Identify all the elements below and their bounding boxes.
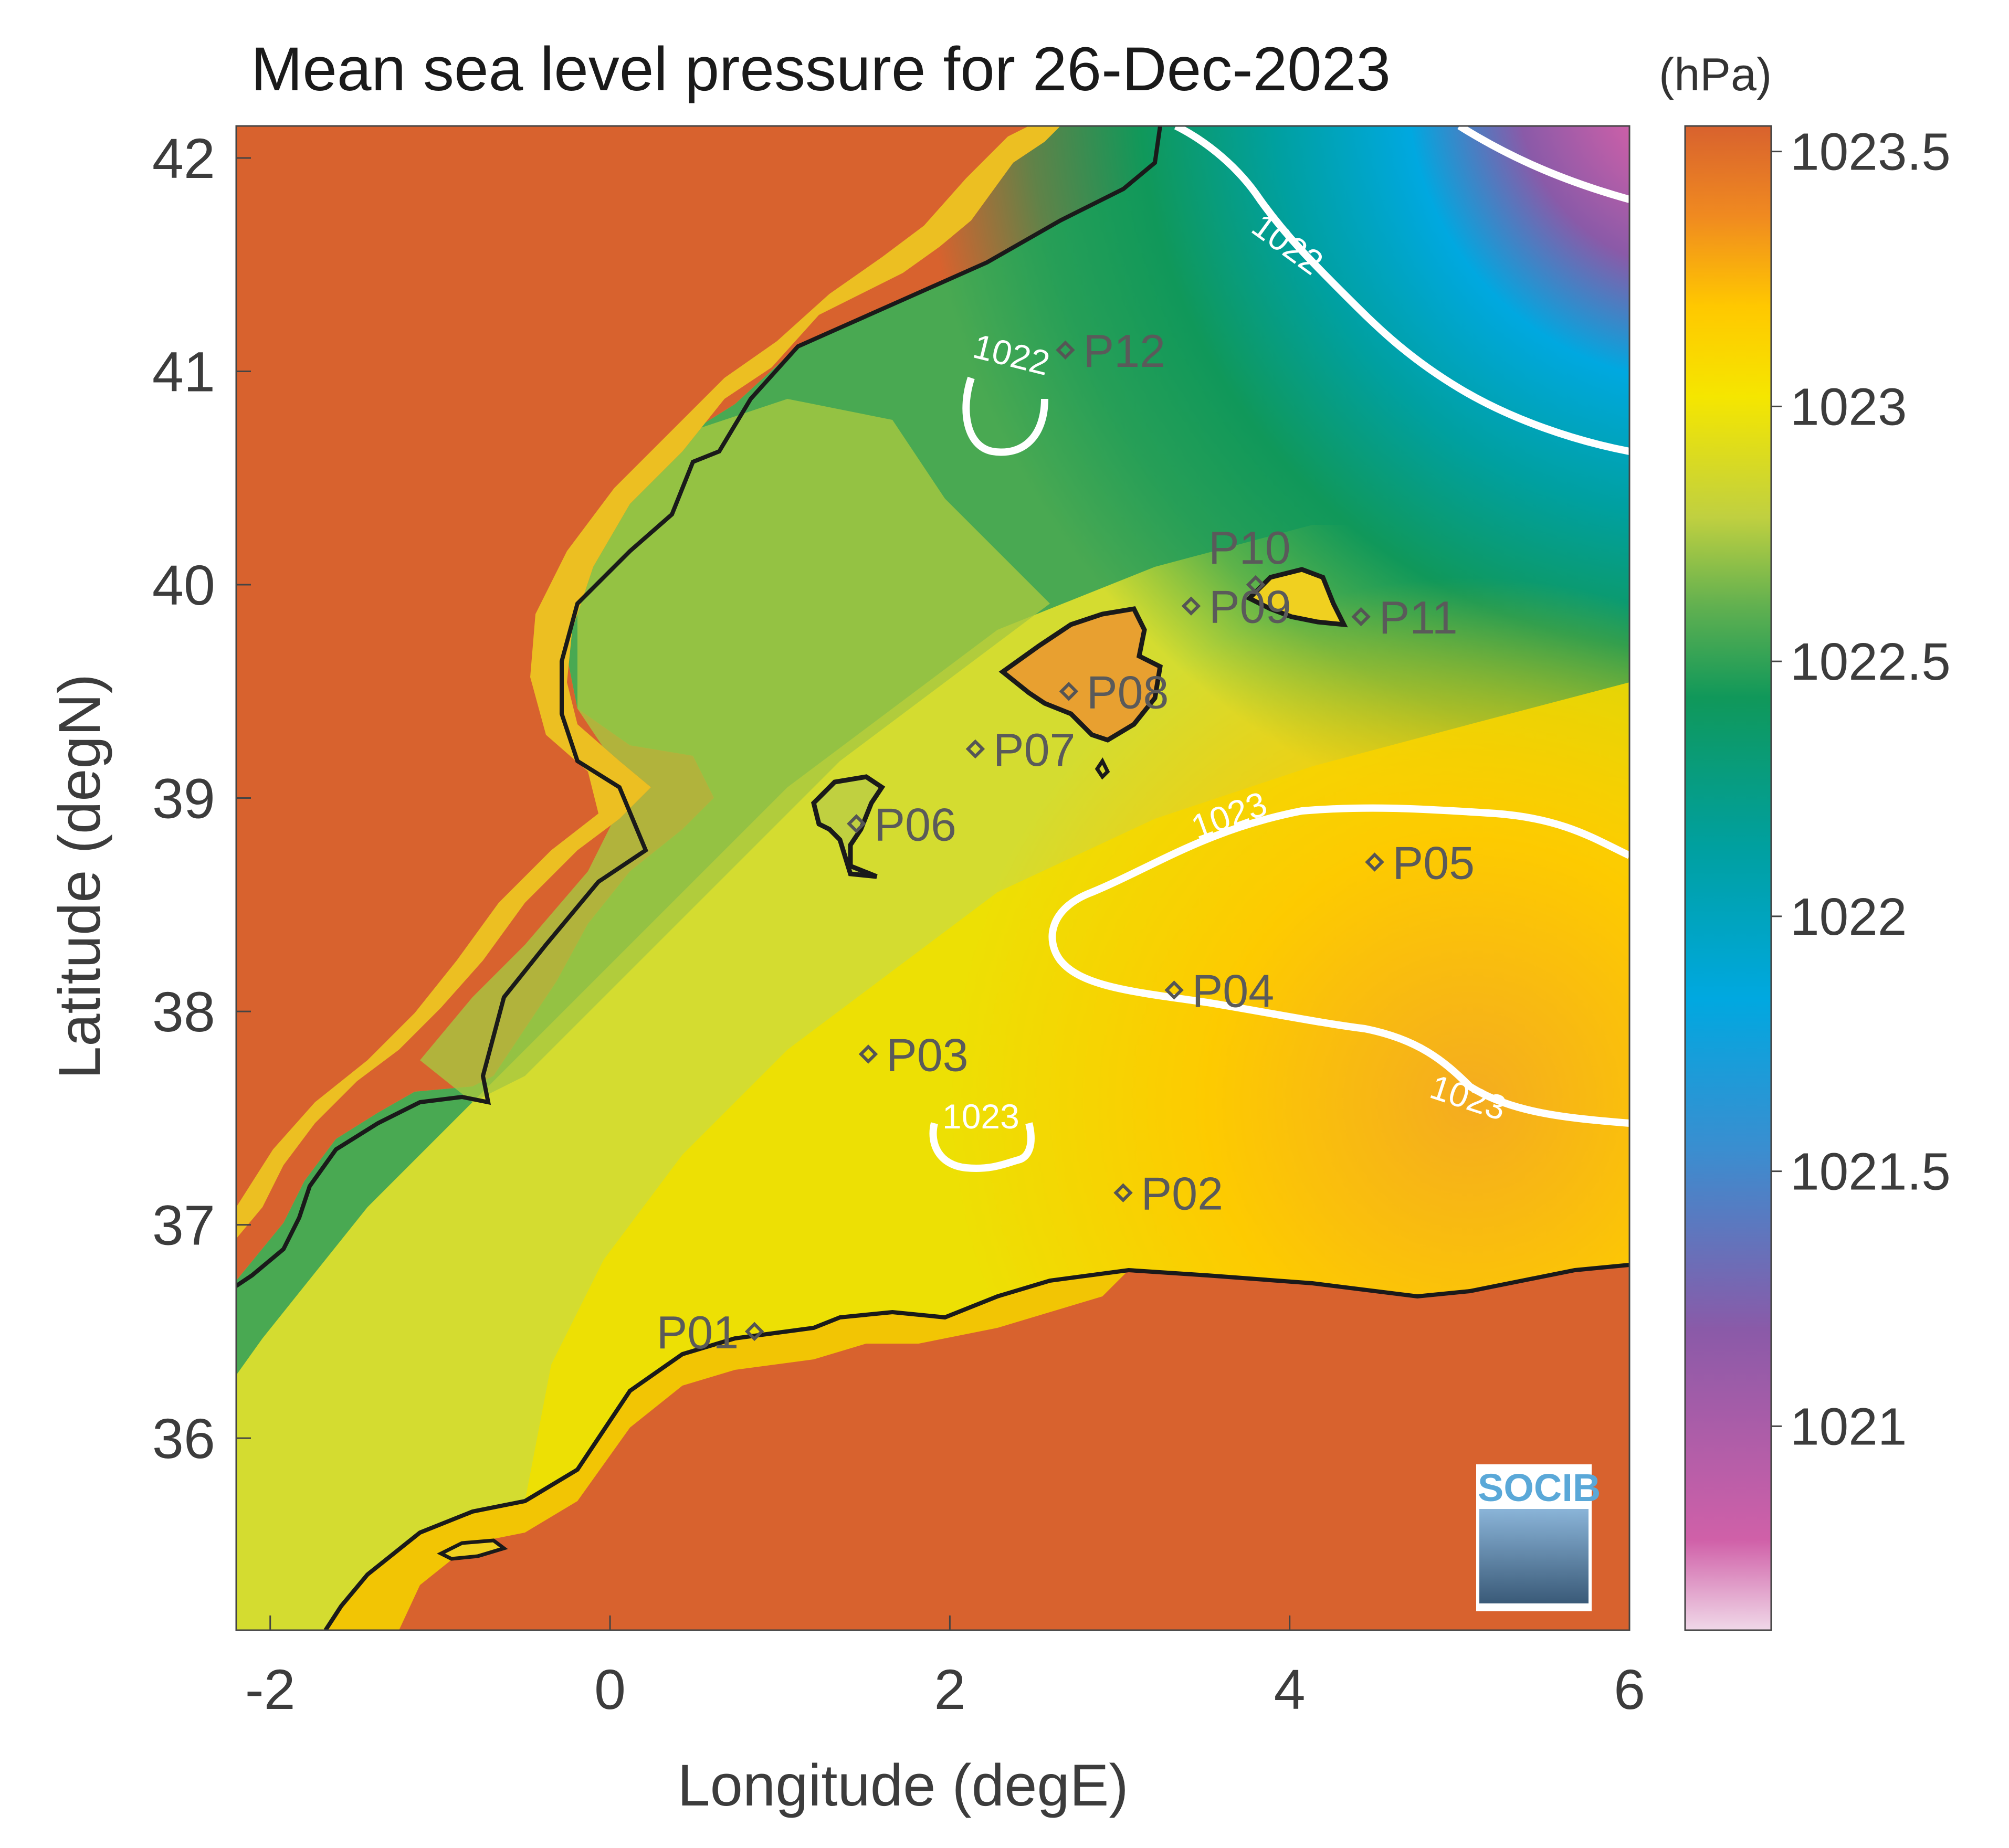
- colorbar-tick-label: 1022.5: [1790, 632, 1951, 691]
- station-label: P07: [993, 724, 1076, 776]
- iberia-coastline: [236, 126, 1162, 1288]
- station-label: P01: [657, 1306, 739, 1358]
- contour-1023-south: [929, 1122, 1035, 1172]
- station-marker: [1246, 575, 1266, 595]
- y-tick-label: 42: [152, 126, 215, 190]
- cabrera-island: [1095, 757, 1110, 780]
- iberia-land: [236, 126, 1060, 1239]
- colorbar-tick-label: 1021: [1790, 1397, 1907, 1456]
- y-axis-label: Latitude (degN): [47, 674, 112, 1079]
- y-axis-ticks: 36 37 38 39 40 41 42: [152, 126, 251, 1470]
- station-label: P12: [1083, 325, 1165, 377]
- colorbar-tick-label: 1023: [1790, 377, 1907, 436]
- station-marker: [1056, 340, 1075, 360]
- station-marker: [1181, 596, 1201, 616]
- contour-1023-east: [1048, 804, 1629, 1127]
- x-tick-label: 0: [594, 1657, 626, 1721]
- x-tick-label: 4: [1274, 1657, 1306, 1721]
- x-tick-label: 6: [1614, 1657, 1645, 1721]
- station-label: P10: [1208, 522, 1291, 574]
- africa-coastline: [323, 1263, 1629, 1630]
- menorca-island: [1245, 567, 1348, 628]
- pressure-field: 1022 1022 1023 1023 1023 P01P02P03P04P05…: [236, 126, 1629, 1630]
- contour-1022-loop: [962, 376, 1048, 456]
- station-label: P08: [1087, 666, 1169, 718]
- y-tick-label: 39: [152, 767, 215, 830]
- y-tick-label: 37: [152, 1194, 215, 1257]
- contour-1022-north: [1174, 126, 1629, 455]
- station-label: P09: [1209, 581, 1291, 633]
- mallorca-island: [998, 606, 1163, 743]
- station-marker: [858, 1044, 878, 1064]
- station-label: P05: [1393, 837, 1475, 889]
- y-tick-label: 40: [152, 553, 215, 617]
- colorbar: [1684, 125, 1772, 1631]
- y-tick-label: 41: [152, 340, 215, 404]
- x-axis-label: Longitude (degE): [677, 1752, 1128, 1818]
- contour-label-1023-c: 1023: [942, 1097, 1019, 1136]
- station-marker: [744, 1322, 764, 1342]
- x-tick-label: 2: [934, 1657, 965, 1721]
- colorbar-ticks: 1021 1021.5 1022 1022.5 1023 1023.5: [1771, 123, 1951, 1456]
- station-marker: [1164, 980, 1184, 1000]
- station-marker: [965, 739, 985, 759]
- alboran-island: [437, 1538, 508, 1561]
- station-marker: [1113, 1183, 1133, 1202]
- map-title: Mean sea level pressure for 26-Dec-2023: [251, 35, 1391, 104]
- station-label: P06: [874, 798, 956, 850]
- station-label: P03: [886, 1029, 969, 1081]
- logo-graphic: [1479, 1509, 1589, 1603]
- africa-land: [325, 1265, 1629, 1630]
- socib-logo: SOCIB: [1476, 1464, 1601, 1611]
- station-marker: [1351, 607, 1371, 627]
- x-axis-ticks: -2 0 2 4 6: [245, 1615, 1645, 1721]
- station-marker: [847, 814, 866, 833]
- station-marker: [1059, 682, 1079, 701]
- station-label: P11: [1379, 592, 1458, 643]
- ibiza-island: [811, 774, 886, 879]
- x-tick-label: -2: [245, 1657, 296, 1721]
- station-label: P04: [1192, 965, 1275, 1017]
- colorbar-tick-label: 1023.5: [1790, 123, 1951, 182]
- colorbar-tick-label: 1022: [1790, 888, 1907, 946]
- colorbar-units: (hPa): [1659, 48, 1772, 100]
- colorbar-tick-label: 1021.5: [1790, 1143, 1951, 1201]
- y-tick-label: 38: [152, 980, 215, 1043]
- station-marker: [1365, 852, 1384, 872]
- station-label: P02: [1141, 1168, 1223, 1220]
- plot-border: [235, 125, 1631, 1631]
- contour-1021-ne: [1457, 126, 1629, 203]
- y-tick-label: 36: [152, 1407, 215, 1470]
- logo-text: SOCIB: [1478, 1466, 1601, 1509]
